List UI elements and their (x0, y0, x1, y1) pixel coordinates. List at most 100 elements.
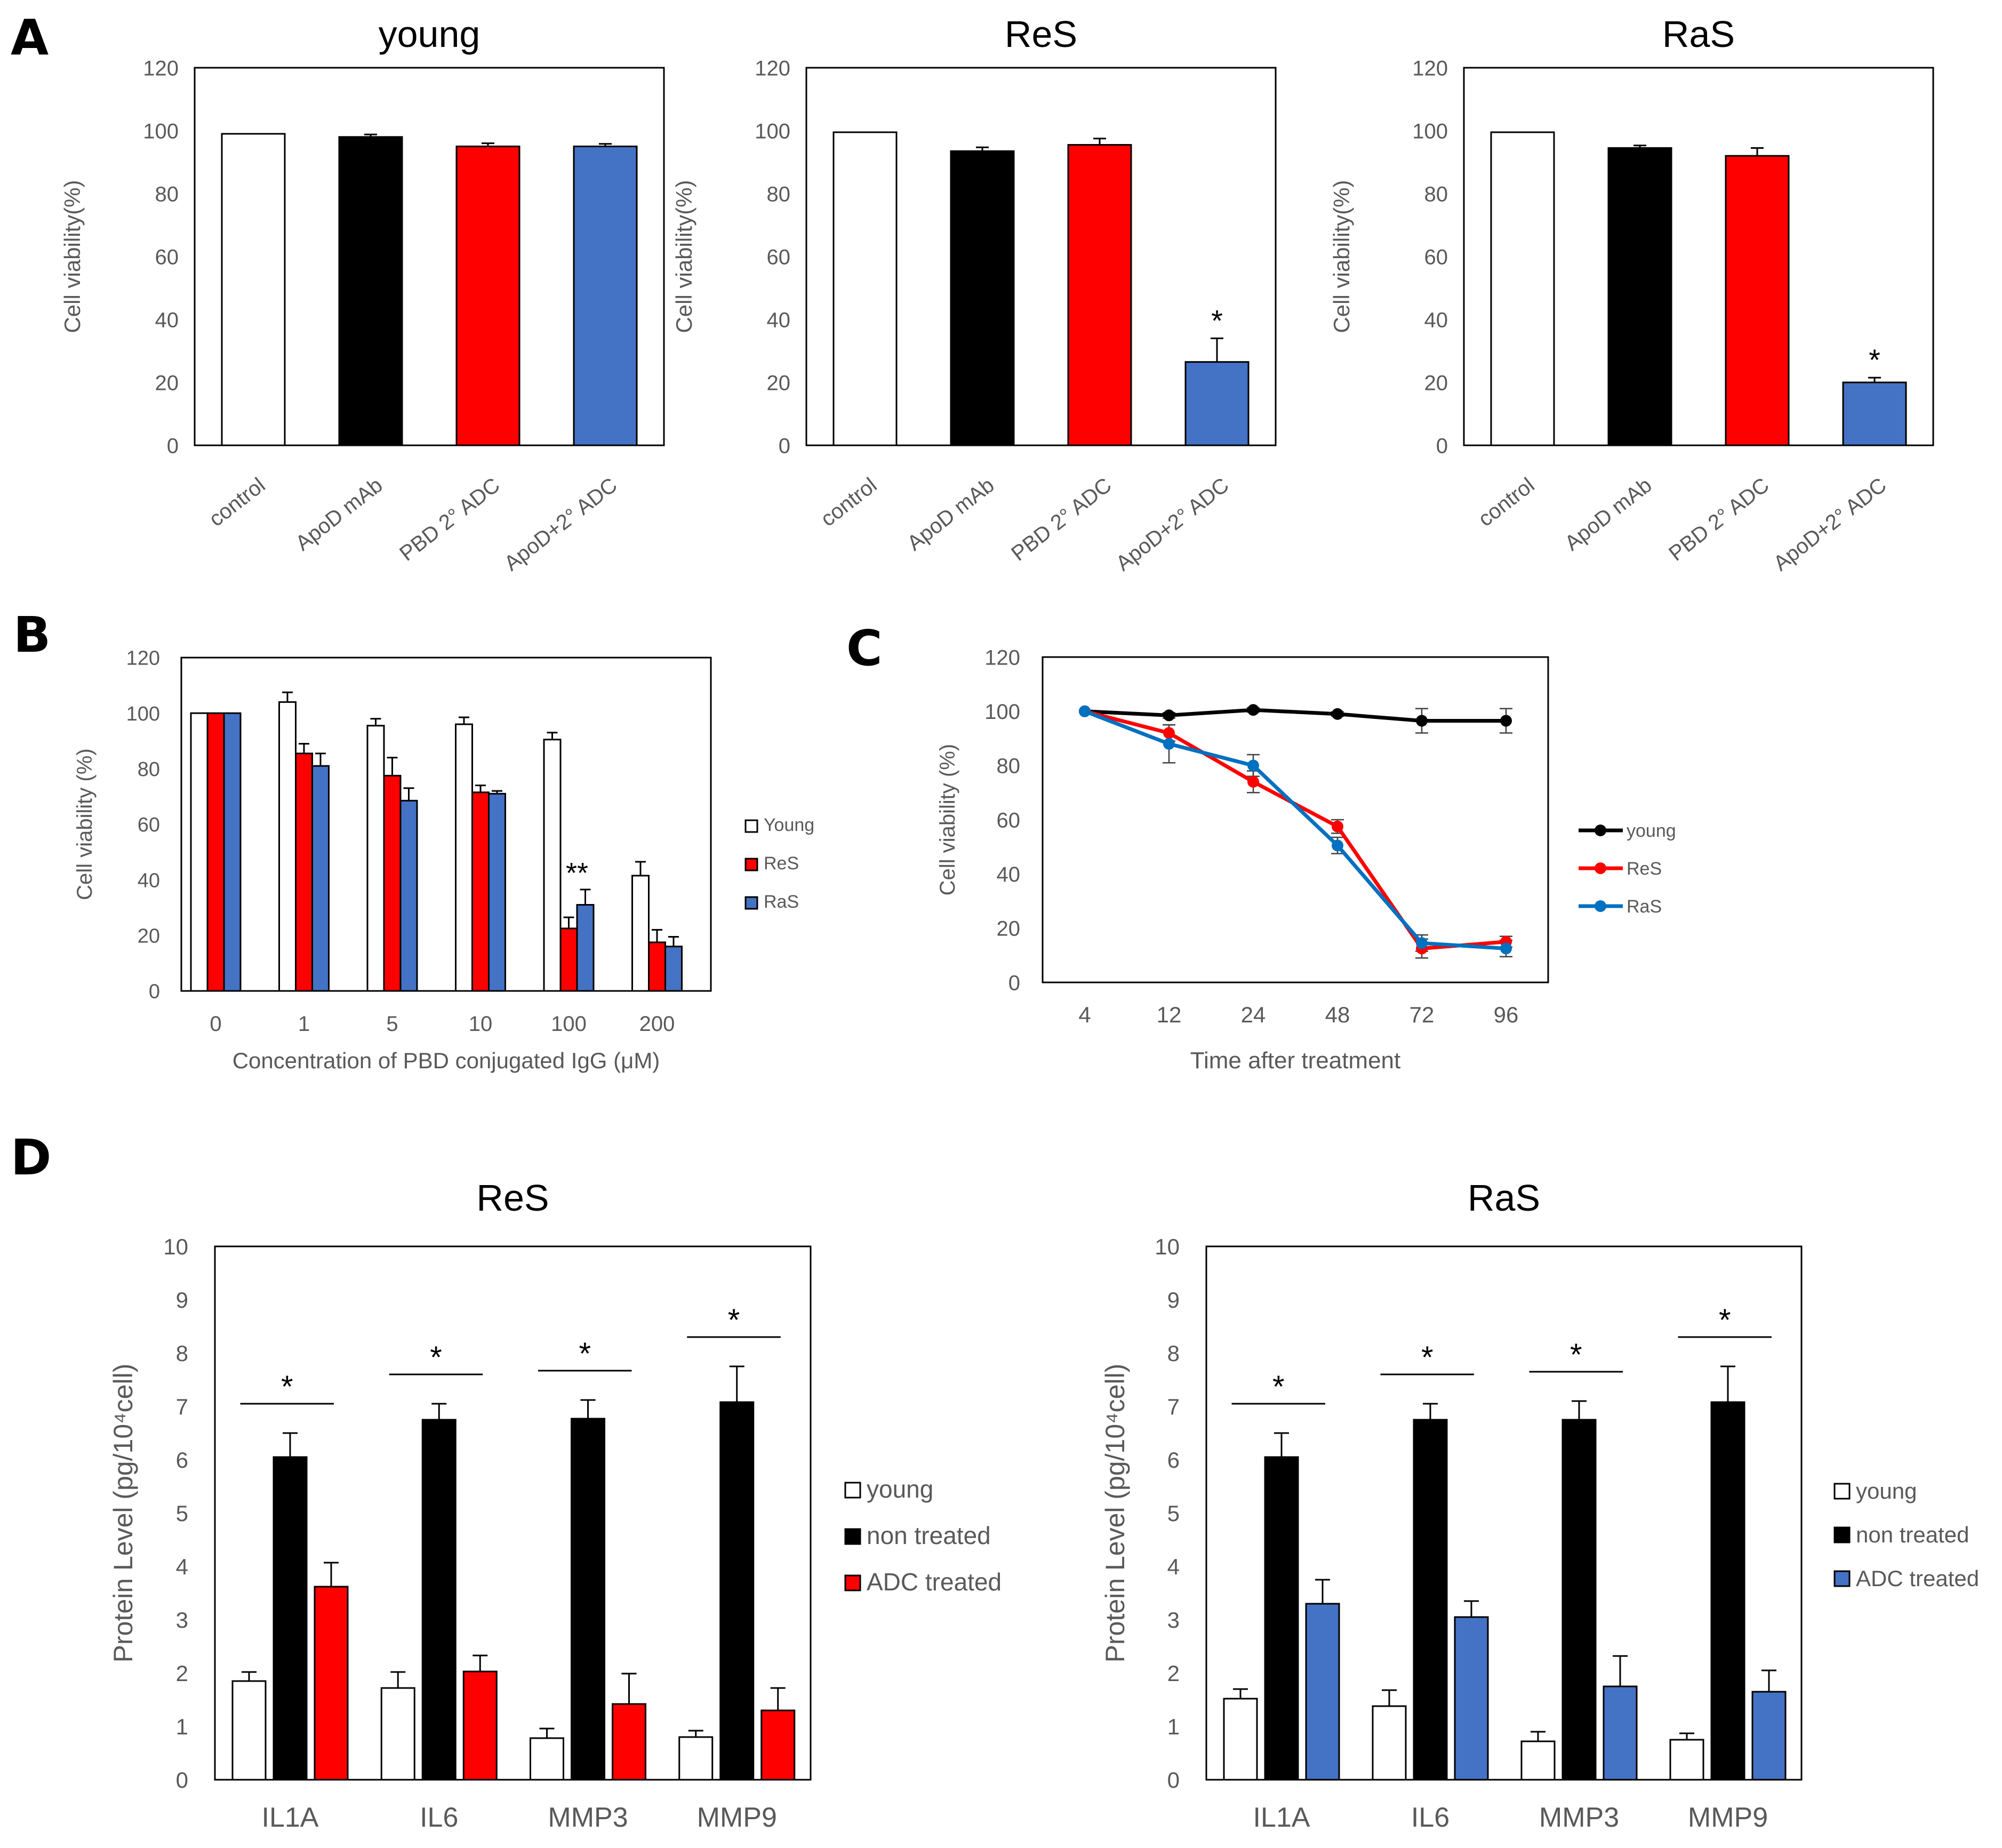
y-tick-label: 60 (138, 814, 160, 836)
bar-adc-treated-mmp9 (1751, 1691, 1787, 1781)
legend-swatch (744, 858, 758, 871)
legend-marker (1595, 862, 1606, 874)
legend-marker (1595, 825, 1606, 836)
y-tick-label: 40 (1424, 308, 1448, 332)
bar-ras-5 (399, 799, 418, 992)
bar-young-mmp9 (678, 1736, 714, 1781)
point-young (1416, 715, 1428, 727)
bar-res-1 (295, 753, 313, 992)
legend-swatch (844, 1574, 861, 1591)
y-axis-label: Cell viability (%) (73, 748, 97, 900)
bar-control (221, 133, 286, 446)
y-tick-label: 120 (1412, 57, 1448, 80)
y-tick-label: 6 (176, 1447, 188, 1473)
significance-marker: * (1272, 1370, 1285, 1404)
x-tick-label: MMP9 (697, 1802, 777, 1833)
chart-title: RaS (1662, 13, 1735, 55)
plot-frame (214, 1245, 812, 1781)
bar-adc-treated-il6 (462, 1670, 498, 1781)
x-tick-label: 200 (639, 1012, 675, 1036)
x-tick-label: PBD 2° ADC (395, 473, 504, 565)
x-tick-label: 12 (1157, 1002, 1182, 1027)
y-tick-label: 80 (1424, 182, 1448, 206)
bar-res-5 (383, 774, 402, 992)
y-tick-label: 3 (176, 1607, 188, 1633)
point-ras (1163, 738, 1175, 750)
significance-marker: * (1211, 303, 1223, 337)
bar-ras-0 (223, 712, 242, 992)
chart-d2: 0 1 2 3 4 5 6 7 8 9 10 RaS Protein Level (pg/10⁴cell… (1100, 1177, 1979, 1833)
line-young (1084, 708, 1506, 723)
x-tick-label: 4 (1078, 1002, 1091, 1027)
legend-label: RaS (1627, 897, 1662, 917)
y-tick-label: 7 (1167, 1394, 1180, 1419)
x-tick-label: IL1A (262, 1802, 319, 1833)
x-tick-label: IL1A (1253, 1802, 1310, 1833)
x-axis-label: Time after treatment (1190, 1047, 1401, 1074)
x-tick-label: 1 (298, 1012, 310, 1036)
y-tick-label: 0 (149, 981, 160, 1003)
chart-a3: 0 20 40 60 80 100 120 RaS Cell viability(%) contr… (1329, 13, 1934, 575)
panel-label-d: D (11, 1129, 51, 1186)
y-tick-label: 40 (767, 308, 791, 332)
y-tick-label: 10 (163, 1234, 188, 1259)
bar-res-10 (471, 791, 490, 992)
bar-pbd-2-adc (1725, 155, 1790, 446)
bar-pbd-2-adc (455, 146, 520, 446)
bar-control (1490, 131, 1555, 446)
chart-a2: 0 20 40 60 80 100 120 ReS Cell viability(%) contr… (671, 13, 1277, 575)
x-tick-label: ApoD+2° ADC (500, 473, 621, 575)
chart-title: RaS (1468, 1177, 1540, 1219)
bar-ras-200 (664, 946, 683, 992)
y-tick-label: 100 (1412, 119, 1448, 143)
y-tick-label: 7 (176, 1394, 188, 1419)
y-tick-label: 0 (779, 434, 790, 458)
bar-ras-1 (311, 765, 330, 992)
bar-young-il6 (1372, 1705, 1407, 1781)
y-tick-label: 120 (143, 57, 179, 80)
y-tick-label: 120 (126, 647, 160, 670)
bar-apod-mab (1607, 147, 1672, 446)
bar-non-treated-mmp9 (1710, 1401, 1745, 1781)
significance-marker: * (1869, 343, 1880, 377)
bar-young-100 (543, 739, 562, 992)
x-tick-label: IL6 (1411, 1802, 1450, 1833)
y-tick-label: 0 (1008, 971, 1020, 995)
significance-marker: * (1719, 1303, 1731, 1338)
x-axis-label: Concentration of PBD conjugated IgG (μM) (233, 1048, 660, 1073)
legend-label: young (1627, 821, 1676, 841)
bar-res-0 (206, 712, 225, 992)
y-tick-label: 8 (176, 1341, 188, 1366)
y-tick-label: 6 (1167, 1447, 1180, 1473)
legend-swatch (1833, 1526, 1851, 1543)
bar-apod-2-adc (573, 146, 638, 446)
y-tick-label: 60 (155, 245, 179, 269)
bar-young-mmp9 (1669, 1739, 1704, 1781)
point-ras (1332, 839, 1343, 852)
bar-adc-treated-il1a (314, 1586, 349, 1781)
legend-swatch (844, 1528, 861, 1545)
x-tick-label: ApoD mAb (903, 473, 999, 555)
y-tick-label: 40 (138, 869, 160, 892)
bar-young-5 (366, 725, 385, 992)
chart-title: ReS (476, 1177, 549, 1219)
point-young (1163, 709, 1175, 722)
point-ras (1247, 759, 1259, 772)
legend-label: ADC treated (1856, 1566, 1979, 1591)
y-axis-label: Cell viability(%) (60, 180, 85, 333)
y-tick-label: 10 (1155, 1234, 1180, 1259)
point-ras (1416, 937, 1428, 949)
plot-frame (1205, 1245, 1803, 1781)
x-tick-label: IL6 (420, 1802, 458, 1833)
plot-frame (180, 657, 712, 992)
legend-label: young (867, 1475, 933, 1503)
x-tick-label: ApoD+2° ADC (1111, 473, 1233, 575)
bar-young-il1a (231, 1680, 267, 1781)
legend-marker (1595, 900, 1606, 912)
point-ras (1079, 705, 1091, 717)
legend-swatch (744, 819, 758, 833)
y-tick-label: 0 (1167, 1767, 1180, 1793)
x-tick-label: control (205, 473, 270, 531)
bar-non-treated-il6 (421, 1419, 457, 1781)
